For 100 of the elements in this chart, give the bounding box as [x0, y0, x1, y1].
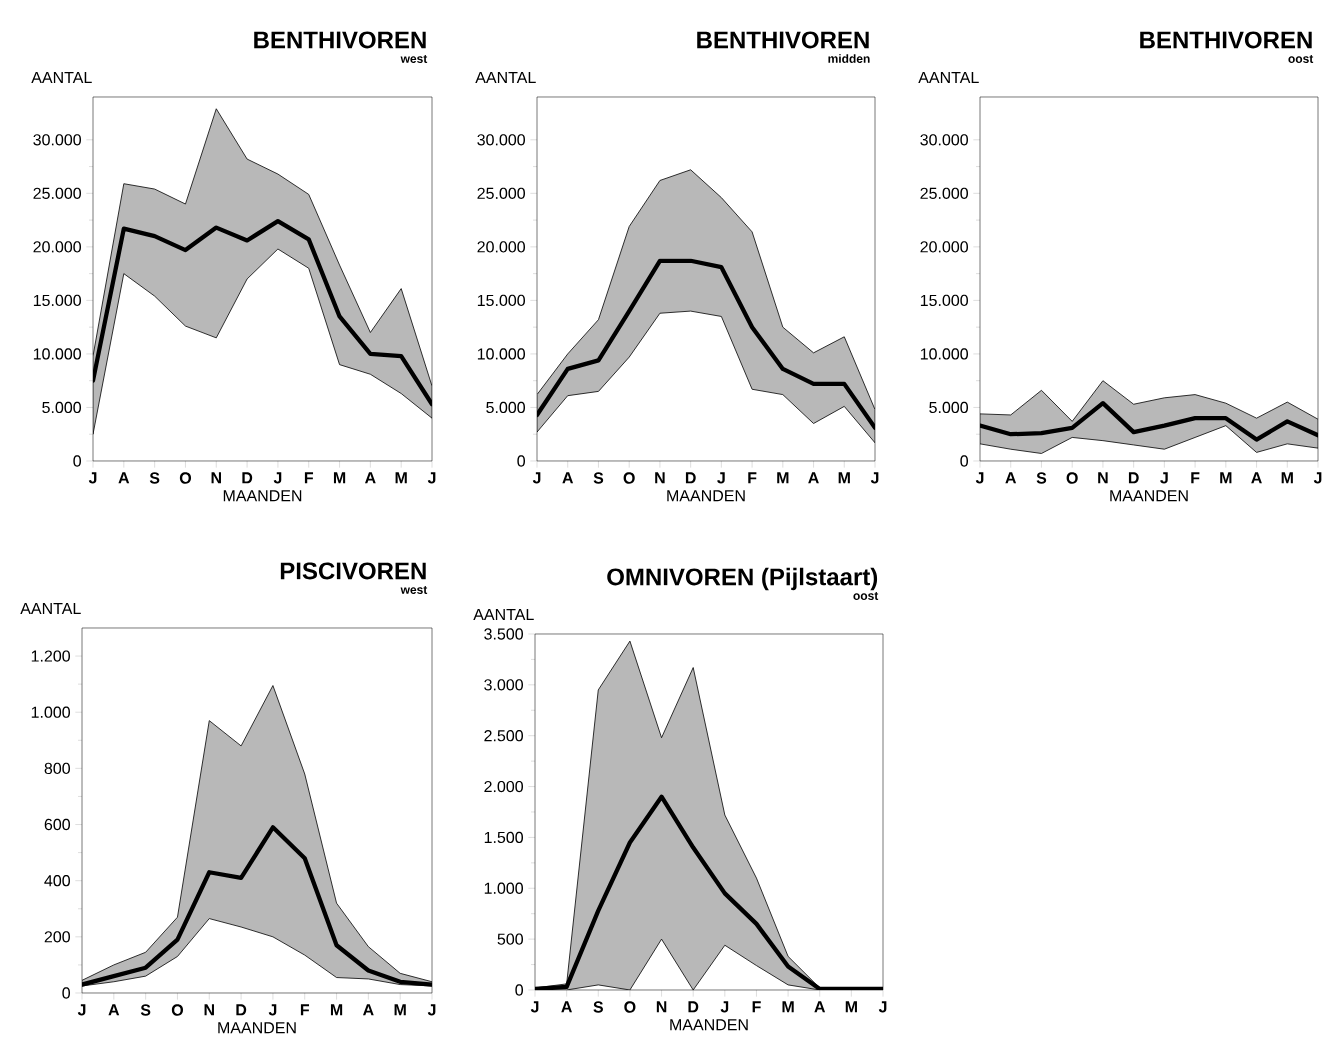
y-tick-label: 1.500: [484, 831, 524, 844]
x-tick-label: F: [752, 1001, 761, 1013]
x-tick-label: A: [561, 1001, 572, 1013]
x-tick-label: A: [108, 1004, 120, 1016]
chart-subtitle: oost: [853, 592, 879, 600]
y-tick-label: 0: [73, 455, 82, 467]
y-tick-label: 0: [62, 987, 71, 999]
x-tick-label: J: [975, 472, 984, 484]
x-tick-label: S: [149, 472, 160, 484]
x-tick-label: S: [593, 1001, 603, 1013]
y-tick-label: 1.200: [31, 650, 71, 662]
y-axis-title: AANTAL: [475, 71, 536, 83]
x-tick-label: J: [1160, 472, 1168, 484]
x-tick-label: F: [1191, 472, 1200, 484]
x-tick-label: M: [394, 1004, 406, 1016]
chart-subtitle: oost: [1288, 55, 1314, 63]
y-tick-label: 2.500: [484, 730, 524, 742]
x-tick-label: J: [427, 472, 436, 484]
x-tick-label: M: [838, 472, 850, 484]
x-tick-label: N: [211, 472, 221, 484]
y-tick-label: 5.000: [42, 401, 82, 414]
chart-title: BENTHIVOREN: [1140, 31, 1312, 49]
x-tick-label: A: [362, 1004, 374, 1016]
x-tick-label: N: [656, 1001, 667, 1013]
x-tick-label: O: [1066, 472, 1078, 484]
x-tick-label: D: [242, 472, 253, 484]
x-tick-label: A: [808, 472, 819, 484]
x-tick-label: F: [748, 472, 757, 484]
x-tick-label: J: [530, 1001, 539, 1013]
y-tick-label: 30.000: [33, 134, 81, 146]
y-tick-label: 20.000: [920, 241, 969, 253]
y-tick-label: 20.000: [477, 241, 525, 253]
y-tick-label: 25.000: [33, 187, 81, 199]
y-tick-label: 15.000: [920, 294, 969, 307]
x-tick-label: J: [268, 1004, 277, 1016]
x-tick-label: N: [204, 1004, 214, 1016]
y-tick-label: 3.500: [484, 628, 524, 640]
x-tick-label: D: [1128, 472, 1139, 484]
y-tick-label: 500: [497, 933, 524, 945]
x-tick-label: N: [655, 472, 665, 484]
y-tick-label: 600: [44, 818, 71, 831]
x-tick-label: M: [1220, 472, 1232, 484]
x-tick-label: A: [814, 1001, 826, 1013]
y-tick-label: 30.000: [920, 134, 969, 146]
y-tick-label: 30.000: [477, 134, 525, 146]
x-tick-label: J: [720, 1001, 729, 1013]
x-tick-label: M: [845, 1001, 857, 1013]
x-tick-label: J: [532, 472, 541, 484]
y-tick-label: 0: [515, 984, 524, 996]
x-tick-label: J: [77, 1004, 86, 1016]
y-tick-label: 0: [517, 455, 526, 467]
x-tick-label: S: [1036, 472, 1047, 484]
chart-subtitle: west: [400, 586, 428, 594]
x-tick-label: O: [624, 1001, 636, 1013]
y-tick-label: 0: [960, 455, 969, 467]
y-tick-label: 10.000: [920, 348, 969, 360]
y-tick-label: 200: [44, 931, 71, 943]
y-axis-title: AANTAL: [918, 71, 979, 83]
y-tick-label: 20.000: [33, 241, 81, 253]
x-tick-label: A: [562, 472, 574, 484]
x-tick-label: J: [717, 472, 725, 484]
x-tick-label: O: [171, 1004, 184, 1016]
chart-title: BENTHIVOREN: [697, 31, 869, 49]
y-tick-label: 10.000: [477, 348, 525, 360]
chart-title: PISCIVOREN: [280, 562, 426, 580]
y-axis-title: AANTAL: [20, 602, 81, 614]
x-tick-label: S: [140, 1004, 151, 1016]
x-axis-title: MAANDEN: [670, 1019, 748, 1031]
y-tick-label: 400: [44, 875, 71, 887]
x-tick-label: M: [333, 472, 346, 484]
y-tick-label: 2.000: [484, 780, 524, 793]
x-axis-title: MAANDEN: [667, 490, 745, 502]
x-tick-label: J: [870, 472, 879, 484]
x-tick-label: M: [1281, 472, 1293, 484]
x-tick-label: J: [88, 472, 97, 484]
x-tick-label: J: [1313, 472, 1322, 484]
x-tick-label: D: [688, 1001, 699, 1013]
y-tick-label: 5.000: [486, 401, 526, 414]
y-tick-label: 1.000: [484, 882, 524, 894]
y-tick-label: 25.000: [477, 187, 525, 199]
y-tick-label: 15.000: [33, 294, 81, 307]
y-axis-title: AANTAL: [31, 71, 92, 83]
x-tick-label: O: [179, 472, 192, 484]
x-tick-label: S: [593, 472, 604, 484]
x-tick-label: M: [395, 472, 407, 484]
y-tick-label: 1.000: [31, 706, 71, 718]
y-axis-title: AANTAL: [473, 608, 534, 620]
chart-title: OMNIVOREN (Pijlstaart): [607, 567, 878, 591]
y-tick-label: 10.000: [33, 348, 81, 360]
x-axis-title: MAANDEN: [218, 1022, 296, 1034]
y-tick-label: 800: [44, 762, 71, 775]
x-tick-label: J: [273, 472, 282, 484]
x-axis-title: MAANDEN: [223, 490, 302, 502]
x-tick-label: F: [304, 472, 314, 484]
x-tick-label: A: [118, 472, 130, 484]
x-tick-label: O: [623, 472, 635, 484]
x-axis-title: MAANDEN: [1110, 490, 1188, 502]
x-tick-label: M: [330, 1004, 343, 1016]
x-tick-label: A: [364, 472, 376, 484]
x-tick-label: M: [777, 472, 789, 484]
